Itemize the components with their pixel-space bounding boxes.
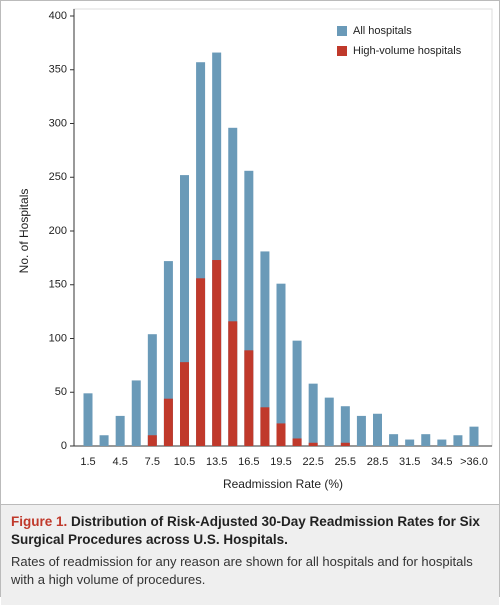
bar <box>308 442 318 446</box>
bar <box>276 283 286 446</box>
bar <box>276 423 286 446</box>
x-tick-label: 1.5 <box>80 456 95 468</box>
bar <box>180 175 189 446</box>
legend-label: All hospitals <box>353 25 412 37</box>
bar <box>180 362 189 446</box>
caption-text: Rates of readmission for any reason are … <box>11 554 473 587</box>
y-axis-title: No. of Hospitals <box>17 189 31 274</box>
x-tick-label: 4.5 <box>113 456 128 468</box>
bar <box>99 435 109 446</box>
x-tick-label: 22.5 <box>302 456 323 468</box>
bar <box>356 415 366 446</box>
y-tick-label: 400 <box>49 10 67 22</box>
bar <box>147 334 157 446</box>
y-tick-label: 300 <box>49 117 67 129</box>
caption-label: Figure 1. <box>11 514 68 529</box>
caption: Figure 1. Distribution of Risk-Adjusted … <box>1 504 499 605</box>
caption-title: Distribution of Risk-Adjusted 30-Day Rea… <box>11 514 480 547</box>
bar <box>244 350 254 446</box>
bar <box>421 434 431 446</box>
bar <box>373 413 382 446</box>
bar <box>308 383 318 446</box>
x-tick-label: 34.5 <box>431 456 452 468</box>
bar <box>83 393 93 446</box>
x-tick-label: 10.5 <box>174 456 195 468</box>
x-tick-label: 25.5 <box>335 456 356 468</box>
legend-label: High-volume hospitals <box>353 45 462 57</box>
x-tick-label: 19.5 <box>270 456 291 468</box>
bar <box>244 170 254 447</box>
y-tick-label: 0 <box>61 440 67 452</box>
bar <box>469 426 479 446</box>
bar <box>453 435 463 446</box>
legend-swatch <box>337 46 347 56</box>
bar <box>228 321 238 446</box>
y-tick-label: 150 <box>49 279 67 291</box>
y-tick-label: 100 <box>49 332 67 344</box>
bar <box>324 397 334 446</box>
bar <box>196 278 206 446</box>
y-tick-label: 50 <box>55 386 67 398</box>
y-tick-label: 350 <box>49 64 67 76</box>
bar <box>292 340 302 446</box>
bar <box>196 62 206 446</box>
bar <box>228 127 238 447</box>
bar <box>405 439 415 446</box>
legend-swatch <box>337 26 347 36</box>
x-tick-label: 28.5 <box>367 456 388 468</box>
y-tick-label: 200 <box>49 225 67 237</box>
bar <box>260 407 270 446</box>
bar <box>115 415 125 446</box>
bar <box>163 398 173 446</box>
y-tick-label: 250 <box>49 171 67 183</box>
bar <box>131 380 141 446</box>
x-tick-label: 16.5 <box>238 456 259 468</box>
bar <box>163 261 173 446</box>
x-tick-label: 7.5 <box>145 456 160 468</box>
bar <box>147 435 157 446</box>
bar <box>212 52 222 447</box>
bar <box>292 438 302 446</box>
chart: No. of Hospitals Readmission Rate (%) 0 5… <box>17 8 493 491</box>
bar <box>212 260 222 446</box>
x-tick-label: >36.0 <box>460 456 488 468</box>
bar <box>260 251 270 446</box>
bar <box>340 406 350 446</box>
bar <box>389 434 399 446</box>
x-tick-label: 13.5 <box>206 456 227 468</box>
bar <box>437 439 447 446</box>
x-axis-title: Readmission Rate (%) <box>223 477 343 491</box>
bar <box>340 442 350 446</box>
x-tick-label: 31.5 <box>399 456 420 468</box>
